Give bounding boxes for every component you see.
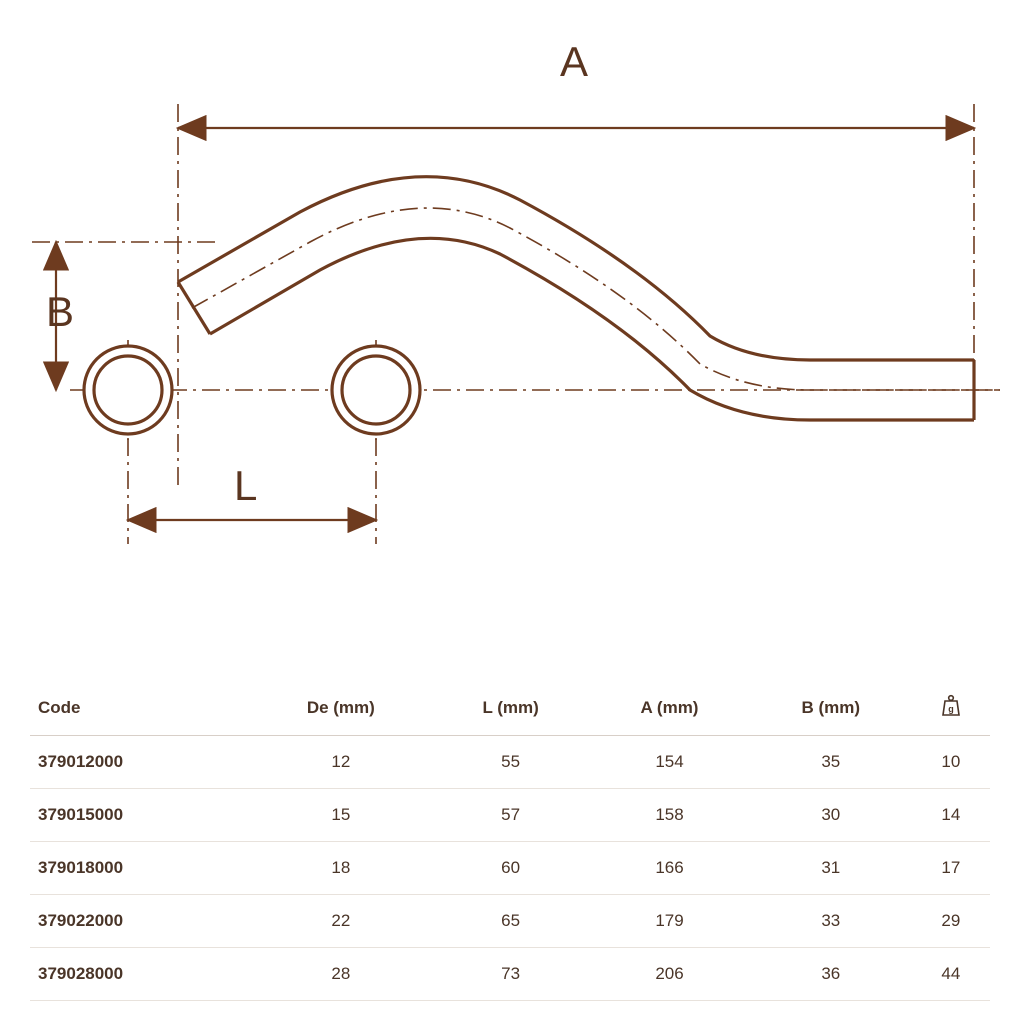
- cell: 14: [912, 789, 990, 842]
- cell: 22: [250, 895, 432, 948]
- cell: 28: [250, 948, 432, 1001]
- technical-diagram: A B L: [20, 20, 1000, 580]
- cell: 154: [589, 736, 750, 789]
- cell: 30: [750, 789, 912, 842]
- cell: 44: [912, 948, 990, 1001]
- dim-label-L: L: [234, 462, 257, 510]
- cell: 60: [432, 842, 589, 895]
- cell: 10: [912, 736, 990, 789]
- col-de: De (mm): [250, 680, 432, 736]
- cell: 158: [589, 789, 750, 842]
- cell: 15: [250, 789, 432, 842]
- cell: 55: [432, 736, 589, 789]
- col-weight: g: [912, 680, 990, 736]
- table-row: 379012000 12 55 154 35 10: [30, 736, 990, 789]
- extension-lines: [32, 104, 1000, 544]
- cell: 18: [250, 842, 432, 895]
- pipe-outline: [178, 177, 974, 420]
- cell-code: 379012000: [30, 736, 250, 789]
- spec-table-container: Code De (mm) L (mm) A (mm) B (mm) g: [30, 680, 990, 1001]
- cell-code: 379018000: [30, 842, 250, 895]
- cell-code: 379028000: [30, 948, 250, 1001]
- cell: 179: [589, 895, 750, 948]
- table-row: 379022000 22 65 179 33 29: [30, 895, 990, 948]
- cell: 33: [750, 895, 912, 948]
- spec-table: Code De (mm) L (mm) A (mm) B (mm) g: [30, 680, 990, 1001]
- pipe-centerline: [192, 208, 1000, 390]
- col-L: L (mm): [432, 680, 589, 736]
- cell: 29: [912, 895, 990, 948]
- table-header-row: Code De (mm) L (mm) A (mm) B (mm) g: [30, 680, 990, 736]
- col-A: A (mm): [589, 680, 750, 736]
- cell: 36: [750, 948, 912, 1001]
- cell: 31: [750, 842, 912, 895]
- diagram-svg: [20, 20, 1000, 580]
- cell: 57: [432, 789, 589, 842]
- table-row: 379018000 18 60 166 31 17: [30, 842, 990, 895]
- cell-code: 379022000: [30, 895, 250, 948]
- table-row: 379028000 28 73 206 36 44: [30, 948, 990, 1001]
- cell: 206: [589, 948, 750, 1001]
- cell: 65: [432, 895, 589, 948]
- col-code: Code: [30, 680, 250, 736]
- dim-label-B: B: [46, 288, 74, 336]
- col-B: B (mm): [750, 680, 912, 736]
- cell: 12: [250, 736, 432, 789]
- cell: 166: [589, 842, 750, 895]
- cell: 35: [750, 736, 912, 789]
- cell: 17: [912, 842, 990, 895]
- table-row: 379015000 15 57 158 30 14: [30, 789, 990, 842]
- table-body: 379012000 12 55 154 35 10 379015000 15 5…: [30, 736, 990, 1001]
- weight-icon: g: [941, 694, 961, 721]
- cell: 73: [432, 948, 589, 1001]
- dimension-lines: [56, 128, 974, 520]
- svg-text:g: g: [948, 704, 954, 714]
- cell-code: 379015000: [30, 789, 250, 842]
- dim-label-A: A: [560, 38, 588, 86]
